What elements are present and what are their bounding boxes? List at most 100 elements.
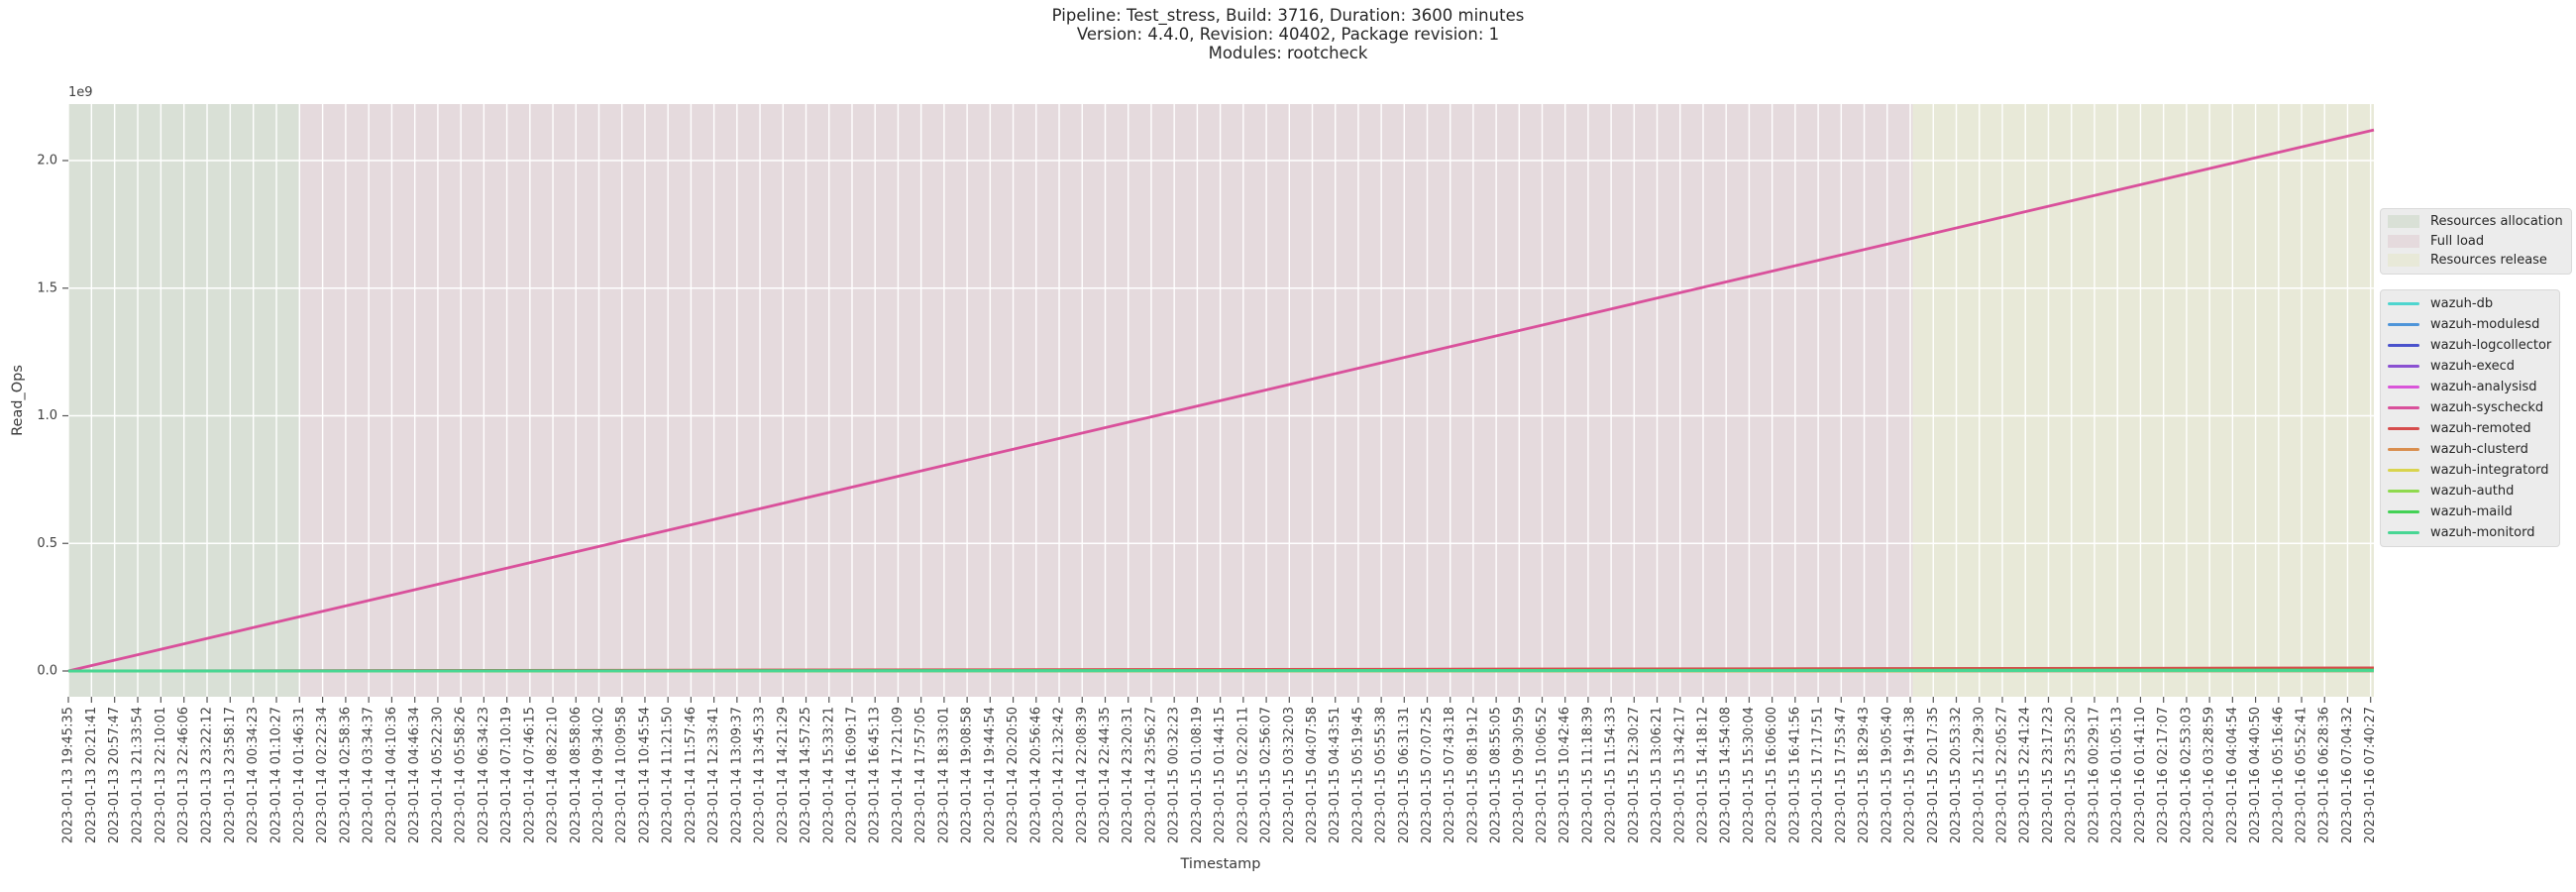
x-tick-label: 2023-01-14 16:09:17	[844, 707, 859, 843]
x-tick-label: 2023-01-14 22:44:35	[1098, 707, 1113, 843]
legend-item-wazuh-clusterd: wazuh-clusterd	[2388, 439, 2551, 460]
x-tick-label: 2023-01-14 05:22:30	[430, 707, 445, 843]
x-tick-label: 2023-01-15 08:55:05	[1489, 707, 1504, 843]
x-tick-label: 2023-01-13 22:46:06	[176, 707, 191, 843]
x-tick-label: 2023-01-14 23:56:27	[1143, 707, 1158, 843]
x-tick-label: 2023-01-15 04:43:51	[1328, 707, 1342, 843]
legend-label: wazuh-analysisd	[2430, 380, 2537, 394]
x-tick-label: 2023-01-13 23:58:17	[223, 707, 238, 843]
x-tick-label: 2023-01-16 06:28:36	[2317, 707, 2332, 843]
y-axis-label: Read_Ops	[10, 365, 26, 436]
x-tick-label: 2023-01-16 07:04:32	[2340, 707, 2355, 843]
phase-span	[1912, 104, 2374, 697]
x-tick-label: 2023-01-15 00:32:23	[1167, 707, 1182, 843]
x-tick-label: 2023-01-15 13:42:17	[1672, 707, 1687, 843]
legend-label: wazuh-remoted	[2430, 421, 2531, 436]
x-tick-label: 2023-01-15 06:31:31	[1397, 707, 1412, 843]
legend-item-wazuh-monitord: wazuh-monitord	[2388, 522, 2551, 543]
x-tick-label: 2023-01-14 14:21:29	[776, 707, 791, 843]
legend-item-resources-release: Resources release	[2388, 251, 2563, 271]
x-tick-label: 2023-01-15 10:06:52	[1535, 707, 1550, 843]
legend-label: wazuh-modulesd	[2430, 317, 2540, 332]
y-tick-label: 1.0	[37, 408, 57, 423]
x-tick-label: 2023-01-16 04:40:50	[2248, 707, 2263, 843]
x-tick-label: 2023-01-15 10:42:46	[1557, 707, 1572, 843]
legend-item-wazuh-logcollector: wazuh-logcollector	[2388, 335, 2551, 356]
x-tick-label: 2023-01-14 16:45:13	[868, 707, 883, 843]
x-tick-label: 2023-01-14 09:34:02	[591, 707, 606, 843]
x-tick-label: 2023-01-14 07:10:19	[499, 707, 514, 843]
x-tick-label: 2023-01-16 01:41:10	[2133, 707, 2148, 843]
legend-line-swatch	[2388, 427, 2419, 430]
series-line-wazuh-monitord	[67, 669, 2375, 673]
x-tick-label: 2023-01-15 22:05:27	[1995, 707, 2010, 843]
x-tick-label: 2023-01-15 17:53:47	[1834, 707, 1849, 843]
legend-item-wazuh-integratord: wazuh-integratord	[2388, 460, 2551, 481]
x-tick-label: 2023-01-14 01:46:31	[292, 707, 307, 843]
x-tick-label: 2023-01-15 01:08:19	[1190, 707, 1205, 843]
x-tick-label: 2023-01-14 17:21:09	[891, 707, 906, 843]
y-tick-label: 0.0	[37, 664, 57, 679]
x-tick-label: 2023-01-15 12:30:27	[1627, 707, 1642, 843]
x-tick-label: 2023-01-14 11:21:50	[661, 707, 676, 843]
legend-patch-swatch	[2388, 254, 2419, 268]
x-tick-label: 2023-01-14 23:20:31	[1121, 707, 1135, 843]
legend-label: wazuh-integratord	[2430, 463, 2549, 478]
y-tick-label: 1.5	[37, 280, 57, 295]
x-tick-label: 2023-01-15 23:53:20	[2064, 707, 2079, 843]
legend-item-resources-allocation: Resources allocation	[2388, 212, 2563, 232]
legend-line-swatch	[2388, 323, 2419, 326]
x-tick-label: 2023-01-14 03:34:37	[362, 707, 376, 843]
x-tick-label: 2023-01-15 14:54:08	[1719, 707, 1734, 843]
x-tick-label: 2023-01-14 13:45:33	[753, 707, 768, 843]
x-tick-label: 2023-01-14 05:58:26	[454, 707, 469, 843]
legend-line-swatch	[2388, 531, 2419, 534]
legend-line-swatch	[2388, 406, 2419, 409]
legend-label: wazuh-maild	[2430, 504, 2513, 519]
legend-line-swatch	[2388, 386, 2419, 389]
x-tick-label: 2023-01-15 03:32:03	[1282, 707, 1297, 843]
y-tick-label: 2.0	[37, 154, 57, 168]
x-tick-label: 2023-01-14 00:34:23	[246, 707, 261, 843]
x-tick-label: 2023-01-14 02:22:34	[315, 707, 330, 843]
x-tick-label: 2023-01-14 19:44:54	[983, 707, 998, 843]
x-tick-label: 2023-01-14 19:08:58	[960, 707, 975, 843]
x-tick-label: 2023-01-13 21:33:54	[131, 707, 146, 843]
x-tick-label: 2023-01-14 21:32:42	[1052, 707, 1067, 843]
legend-label: Resources allocation	[2430, 214, 2563, 230]
x-tick-label: 2023-01-14 01:10:27	[268, 707, 283, 843]
x-tick-label: 2023-01-15 05:19:45	[1350, 707, 1365, 843]
x-tick-label: 2023-01-16 07:40:27	[2363, 707, 2378, 843]
legend-line-swatch	[2388, 469, 2419, 472]
legend-label: wazuh-execd	[2430, 359, 2516, 374]
x-tick-label: 2023-01-16 02:53:03	[2179, 707, 2194, 843]
x-tick-label: 2023-01-15 04:07:58	[1305, 707, 1320, 843]
legend-item-wazuh-remoted: wazuh-remoted	[2388, 418, 2551, 439]
legend-label: Resources release	[2430, 253, 2547, 269]
x-tick-label: 2023-01-16 04:04:54	[2225, 707, 2240, 843]
legend-item-wazuh-syscheckd: wazuh-syscheckd	[2388, 397, 2551, 418]
x-tick-label: 2023-01-14 13:09:37	[729, 707, 744, 843]
legend-item-wazuh-db: wazuh-db	[2388, 293, 2551, 314]
legend-item-wazuh-modulesd: wazuh-modulesd	[2388, 314, 2551, 335]
x-tick-label: 2023-01-15 19:41:38	[1903, 707, 1918, 843]
legend-patch-swatch	[2388, 215, 2419, 229]
chart-title: Pipeline: Test_stress, Build: 3716, Dura…	[0, 6, 2576, 62]
legend-item-full-load: Full load	[2388, 232, 2563, 252]
x-tick-label: 2023-01-14 07:46:15	[522, 707, 537, 843]
legend-label: wazuh-authd	[2430, 484, 2515, 499]
y-axis-offset-label: 1e9	[68, 85, 93, 100]
x-tick-label: 2023-01-14 04:10:36	[384, 707, 399, 843]
x-tick-label: 2023-01-14 08:22:10	[546, 707, 561, 843]
x-tick-label: 2023-01-15 16:06:00	[1765, 707, 1779, 843]
x-tick-label: 2023-01-13 22:10:01	[154, 707, 168, 843]
x-tick-label: 2023-01-14 22:08:39	[1075, 707, 1090, 843]
legend-phases: Resources allocation Full load Resources r…	[2380, 208, 2572, 275]
x-tick-label: 2023-01-15 07:07:25	[1420, 707, 1435, 843]
x-tick-label: 2023-01-14 17:57:05	[913, 707, 928, 843]
x-tick-label: 2023-01-15 19:05:40	[1879, 707, 1894, 843]
x-tick-label: 2023-01-15 17:17:51	[1811, 707, 1826, 843]
x-tick-label: 2023-01-15 05:55:38	[1374, 707, 1389, 843]
x-tick-label: 2023-01-16 05:52:41	[2295, 707, 2309, 843]
